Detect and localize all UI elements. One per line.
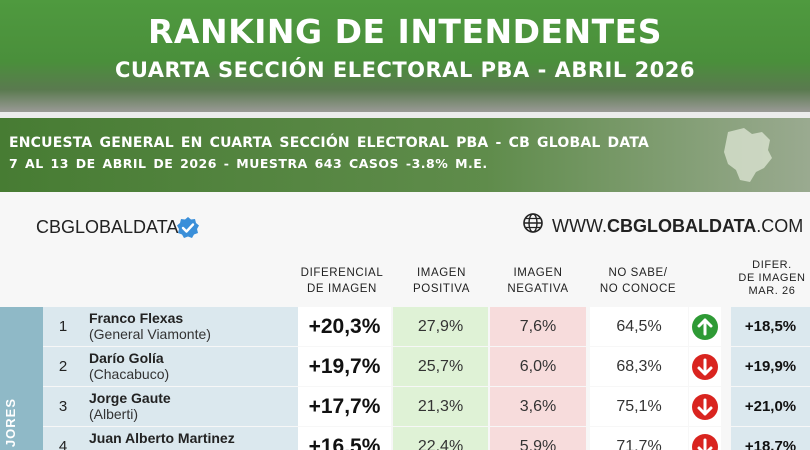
diff-cell: +20,3% bbox=[298, 307, 391, 346]
page-title: RANKING DE INTENDENTES bbox=[148, 12, 662, 51]
table-row: 4 Juan Alberto Martinez +16,5% 22,4% 5,9% 71,… bbox=[43, 427, 810, 450]
rank-cell: 4 bbox=[43, 427, 83, 450]
mayor-name: Darío Golía bbox=[89, 350, 164, 366]
positive-cell: 27,9% bbox=[393, 307, 488, 346]
trend-cell bbox=[689, 387, 721, 426]
mayor-name: Franco Flexas bbox=[89, 310, 184, 326]
category-band bbox=[0, 307, 43, 450]
mayor-cell: Jorge Gaute (Alberti) bbox=[83, 387, 335, 426]
rank-cell: 1 bbox=[43, 307, 83, 346]
col-header-mar: DIFER. DE IMAGEN MAR. 26 bbox=[738, 259, 806, 297]
positive-cell: 21,3% bbox=[393, 387, 488, 426]
positive-cell: 25,7% bbox=[393, 347, 488, 386]
arrow-down-icon bbox=[692, 353, 718, 380]
table-row: 2 Darío Golía (Chacabuco) +19,7% 25,7% 6,0% 68… bbox=[43, 347, 810, 386]
mayor-name: Juan Alberto Martinez bbox=[89, 430, 235, 446]
rank-cell: 3 bbox=[43, 387, 83, 426]
march-diff-cell: +18,5% bbox=[731, 307, 810, 346]
mayor-town: (Alberti) bbox=[89, 406, 139, 422]
mayor-town: (General Viamonte) bbox=[89, 326, 211, 342]
survey-title: ENCUESTA GENERAL EN CUARTA SECCIÓN ELECT… bbox=[9, 135, 650, 151]
col-header-pos: IMAGEN POSITIVA bbox=[413, 267, 470, 295]
no-sabe-cell: 68,3% bbox=[590, 347, 688, 386]
trend-cell bbox=[689, 427, 721, 450]
no-sabe-cell: 71,7% bbox=[590, 427, 688, 450]
march-diff-cell: +19,9% bbox=[731, 347, 810, 386]
no-sabe-cell: 75,1% bbox=[590, 387, 688, 426]
arrow-down-icon bbox=[692, 393, 718, 420]
page-subtitle: CUARTA SECCIÓN ELECTORAL PBA - ABRIL 202… bbox=[114, 58, 696, 82]
rank-cell: 2 bbox=[43, 347, 83, 386]
table-row: 1 Franco Flexas (General Viamonte) +20,3% 27… bbox=[43, 307, 810, 346]
mayor-town: (Chacabuco) bbox=[89, 366, 170, 382]
positive-cell: 22,4% bbox=[393, 427, 488, 450]
mayor-cell: Darío Golía (Chacabuco) bbox=[83, 347, 335, 386]
diff-cell: +17,7% bbox=[298, 387, 391, 426]
negative-cell: 6,0% bbox=[490, 347, 586, 386]
header-banner: RANKING DE INTENDENTES CUARTA SECCIÓN EL… bbox=[0, 0, 810, 112]
website-url[interactable]: WWW.CBGLOBALDATA.COM bbox=[552, 216, 803, 237]
survey-details: 7 AL 13 DE ABRIL DE 2026 - MUESTRA 643 C… bbox=[9, 156, 488, 171]
url-domain: CBGLOBALDATA bbox=[606, 216, 757, 236]
brand-name: CBGLOBALDATA bbox=[36, 217, 179, 237]
negative-cell: 7,6% bbox=[490, 307, 586, 346]
diff-cell: +16,5% bbox=[298, 427, 391, 450]
buenos-aires-map-icon bbox=[724, 128, 772, 182]
col-header-neg: IMAGEN NEGATIVA bbox=[507, 267, 569, 295]
arrow-down-icon bbox=[692, 433, 718, 450]
diff-cell: +19,7% bbox=[298, 347, 391, 386]
verified-badge-icon bbox=[177, 217, 199, 238]
url-suffix: .COM bbox=[756, 216, 804, 236]
march-diff-cell: +18,7% bbox=[731, 427, 810, 450]
mayor-cell: Franco Flexas (General Viamonte) bbox=[83, 307, 335, 346]
col-header-ns: NO SABE/ NO CONOCE bbox=[599, 267, 677, 295]
trend-cell bbox=[689, 307, 721, 346]
march-diff-cell: +21,0% bbox=[731, 387, 810, 426]
trend-cell bbox=[689, 347, 721, 386]
mayor-name: Jorge Gaute bbox=[89, 390, 171, 406]
negative-cell: 3,6% bbox=[490, 387, 586, 426]
no-sabe-cell: 64,5% bbox=[590, 307, 688, 346]
table-row: 3 Jorge Gaute (Alberti) +17,7% 21,3% 3,6% 75,1… bbox=[43, 387, 810, 426]
col-header-diff: DIFERENCIAL DE IMAGEN bbox=[300, 267, 384, 295]
mayor-cell: Juan Alberto Martinez bbox=[83, 427, 335, 450]
negative-cell: 5,9% bbox=[490, 427, 586, 450]
url-prefix: WWW. bbox=[552, 216, 607, 236]
arrow-up-icon bbox=[692, 313, 718, 340]
category-label: JORES bbox=[3, 398, 18, 448]
globe-icon bbox=[523, 213, 543, 233]
survey-info-band: ENCUESTA GENERAL EN CUARTA SECCIÓN ELECT… bbox=[0, 118, 810, 192]
